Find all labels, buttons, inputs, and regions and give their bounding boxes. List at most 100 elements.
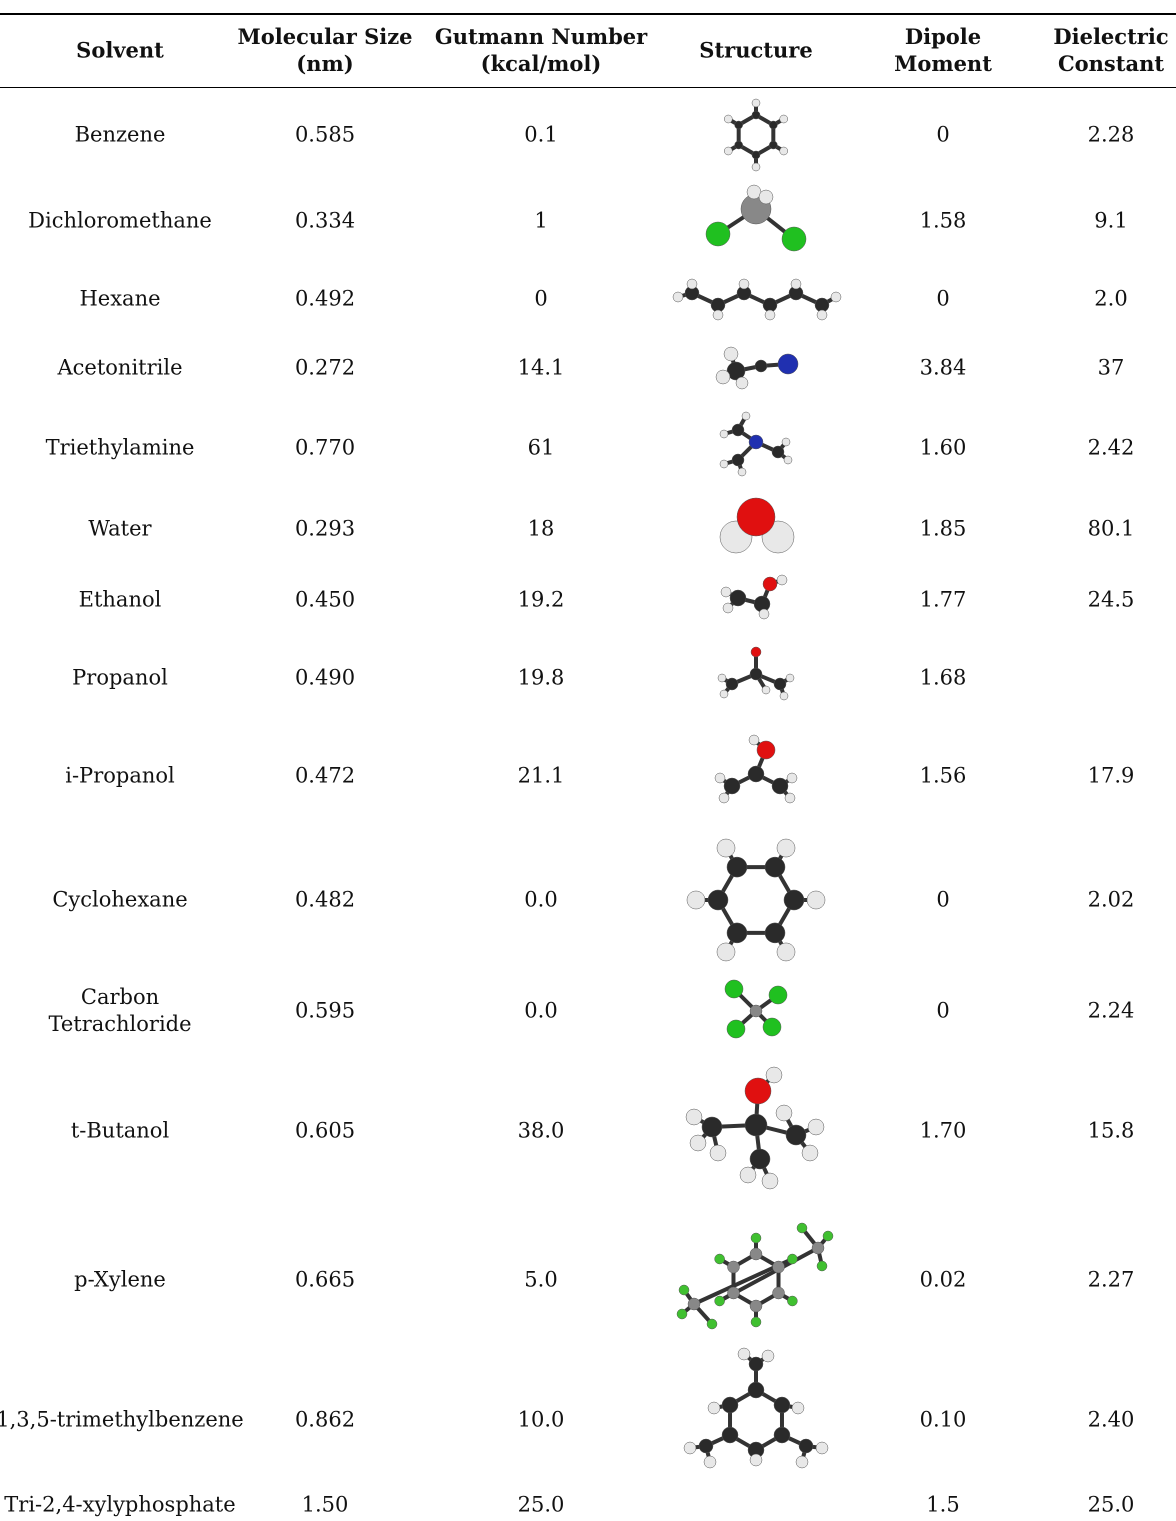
- cell: 1: [534, 208, 547, 235]
- atom: [748, 766, 764, 782]
- atom: [752, 99, 760, 107]
- cell: 37: [1098, 355, 1125, 382]
- atom: [784, 890, 804, 910]
- atom: [750, 1005, 762, 1017]
- atom: [757, 741, 775, 759]
- atom: [787, 1296, 797, 1306]
- solvent-name: Dichloromethane: [0, 208, 250, 235]
- cell: 1.56: [920, 763, 967, 790]
- atom: [812, 1242, 824, 1254]
- atom: [749, 735, 759, 745]
- atom: [752, 151, 760, 159]
- atom: [727, 1261, 739, 1273]
- atom: [715, 773, 725, 783]
- cell: 0: [936, 122, 949, 149]
- atom: [751, 1317, 761, 1327]
- cell: 25.0: [1088, 1492, 1135, 1519]
- atom: [777, 839, 795, 857]
- atom: [715, 1296, 725, 1306]
- header-line: Dielectric: [1053, 23, 1168, 50]
- cell: 24.5: [1088, 587, 1135, 614]
- cell: 1.77: [920, 587, 967, 614]
- solvent-name: Propanol: [0, 665, 250, 692]
- atom: [710, 1145, 726, 1161]
- cell: 0.605: [295, 1118, 355, 1145]
- atom: [745, 1078, 771, 1104]
- atom: [724, 778, 740, 794]
- atom: [763, 577, 777, 591]
- atom: [786, 1125, 806, 1145]
- cell: 18: [528, 516, 555, 543]
- cell: 19.8: [518, 665, 565, 692]
- atom: [739, 279, 749, 289]
- solvent-name: Hexane: [0, 286, 250, 313]
- cell: 25.0: [518, 1492, 565, 1519]
- solvent-name: 1,3,5-trimethylbenzene: [0, 1407, 250, 1434]
- atom: [740, 1167, 756, 1183]
- solvent-name: Triethylamine: [0, 435, 250, 462]
- atom: [780, 147, 788, 155]
- cell: 3.84: [920, 355, 967, 382]
- atom: [787, 773, 797, 783]
- header-line: Gutmann Number: [435, 23, 647, 50]
- cell: 0: [534, 286, 547, 313]
- atom: [726, 678, 738, 690]
- atom: [742, 412, 750, 420]
- cell: 0.472: [295, 763, 355, 790]
- atom: [735, 121, 743, 129]
- atom: [721, 587, 731, 597]
- cell: 0.293: [295, 516, 355, 543]
- atom: [751, 647, 761, 657]
- atom: [722, 1397, 738, 1413]
- atom: [708, 1402, 720, 1414]
- atom: [677, 1309, 687, 1319]
- atom: [720, 690, 728, 698]
- solvent-name: t-Butanol: [0, 1118, 250, 1145]
- cell: 2.42: [1088, 435, 1135, 462]
- atom: [715, 1254, 725, 1264]
- atom: [762, 1173, 778, 1189]
- cell: 5.0: [524, 1267, 557, 1294]
- cell: 61: [528, 435, 555, 462]
- atom: [732, 424, 744, 436]
- atom: [724, 347, 738, 361]
- atom: [765, 923, 785, 943]
- cell: 0.450: [295, 587, 355, 614]
- cell: 1.68: [920, 665, 967, 692]
- column-header: Structure: [699, 37, 812, 64]
- atom: [759, 609, 769, 619]
- atom: [717, 839, 735, 857]
- atom: [777, 943, 795, 961]
- atom: [823, 1231, 833, 1241]
- cell: 1.50: [302, 1492, 349, 1519]
- cell: 0.272: [295, 355, 355, 382]
- atom: [784, 456, 792, 464]
- cell: 80.1: [1088, 516, 1135, 543]
- column-header: Solvent: [76, 37, 164, 64]
- cell: 0.482: [295, 887, 355, 914]
- cell: 15.8: [1088, 1118, 1135, 1145]
- atom: [780, 115, 788, 123]
- atom: [706, 222, 730, 246]
- cell: 21.1: [518, 763, 565, 790]
- cell: 19.2: [518, 587, 565, 614]
- atom: [762, 1350, 774, 1362]
- cell: 0.585: [295, 122, 355, 149]
- column-header: Molecular Size(nm): [237, 23, 412, 77]
- atom: [725, 980, 743, 998]
- atom: [727, 1020, 745, 1038]
- atom: [713, 310, 723, 320]
- atom: [704, 1456, 716, 1468]
- atom: [745, 1114, 767, 1136]
- cell: 1.85: [920, 516, 967, 543]
- atom: [688, 1298, 700, 1310]
- cell: 17.9: [1088, 763, 1135, 790]
- atom: [831, 292, 841, 302]
- cell: 1.5: [926, 1492, 959, 1519]
- header-line: (kcal/mol): [435, 50, 647, 77]
- atom: [817, 1261, 827, 1271]
- atom: [759, 190, 773, 204]
- atom: [750, 1300, 762, 1312]
- atom: [774, 1397, 790, 1413]
- atom: [785, 793, 795, 803]
